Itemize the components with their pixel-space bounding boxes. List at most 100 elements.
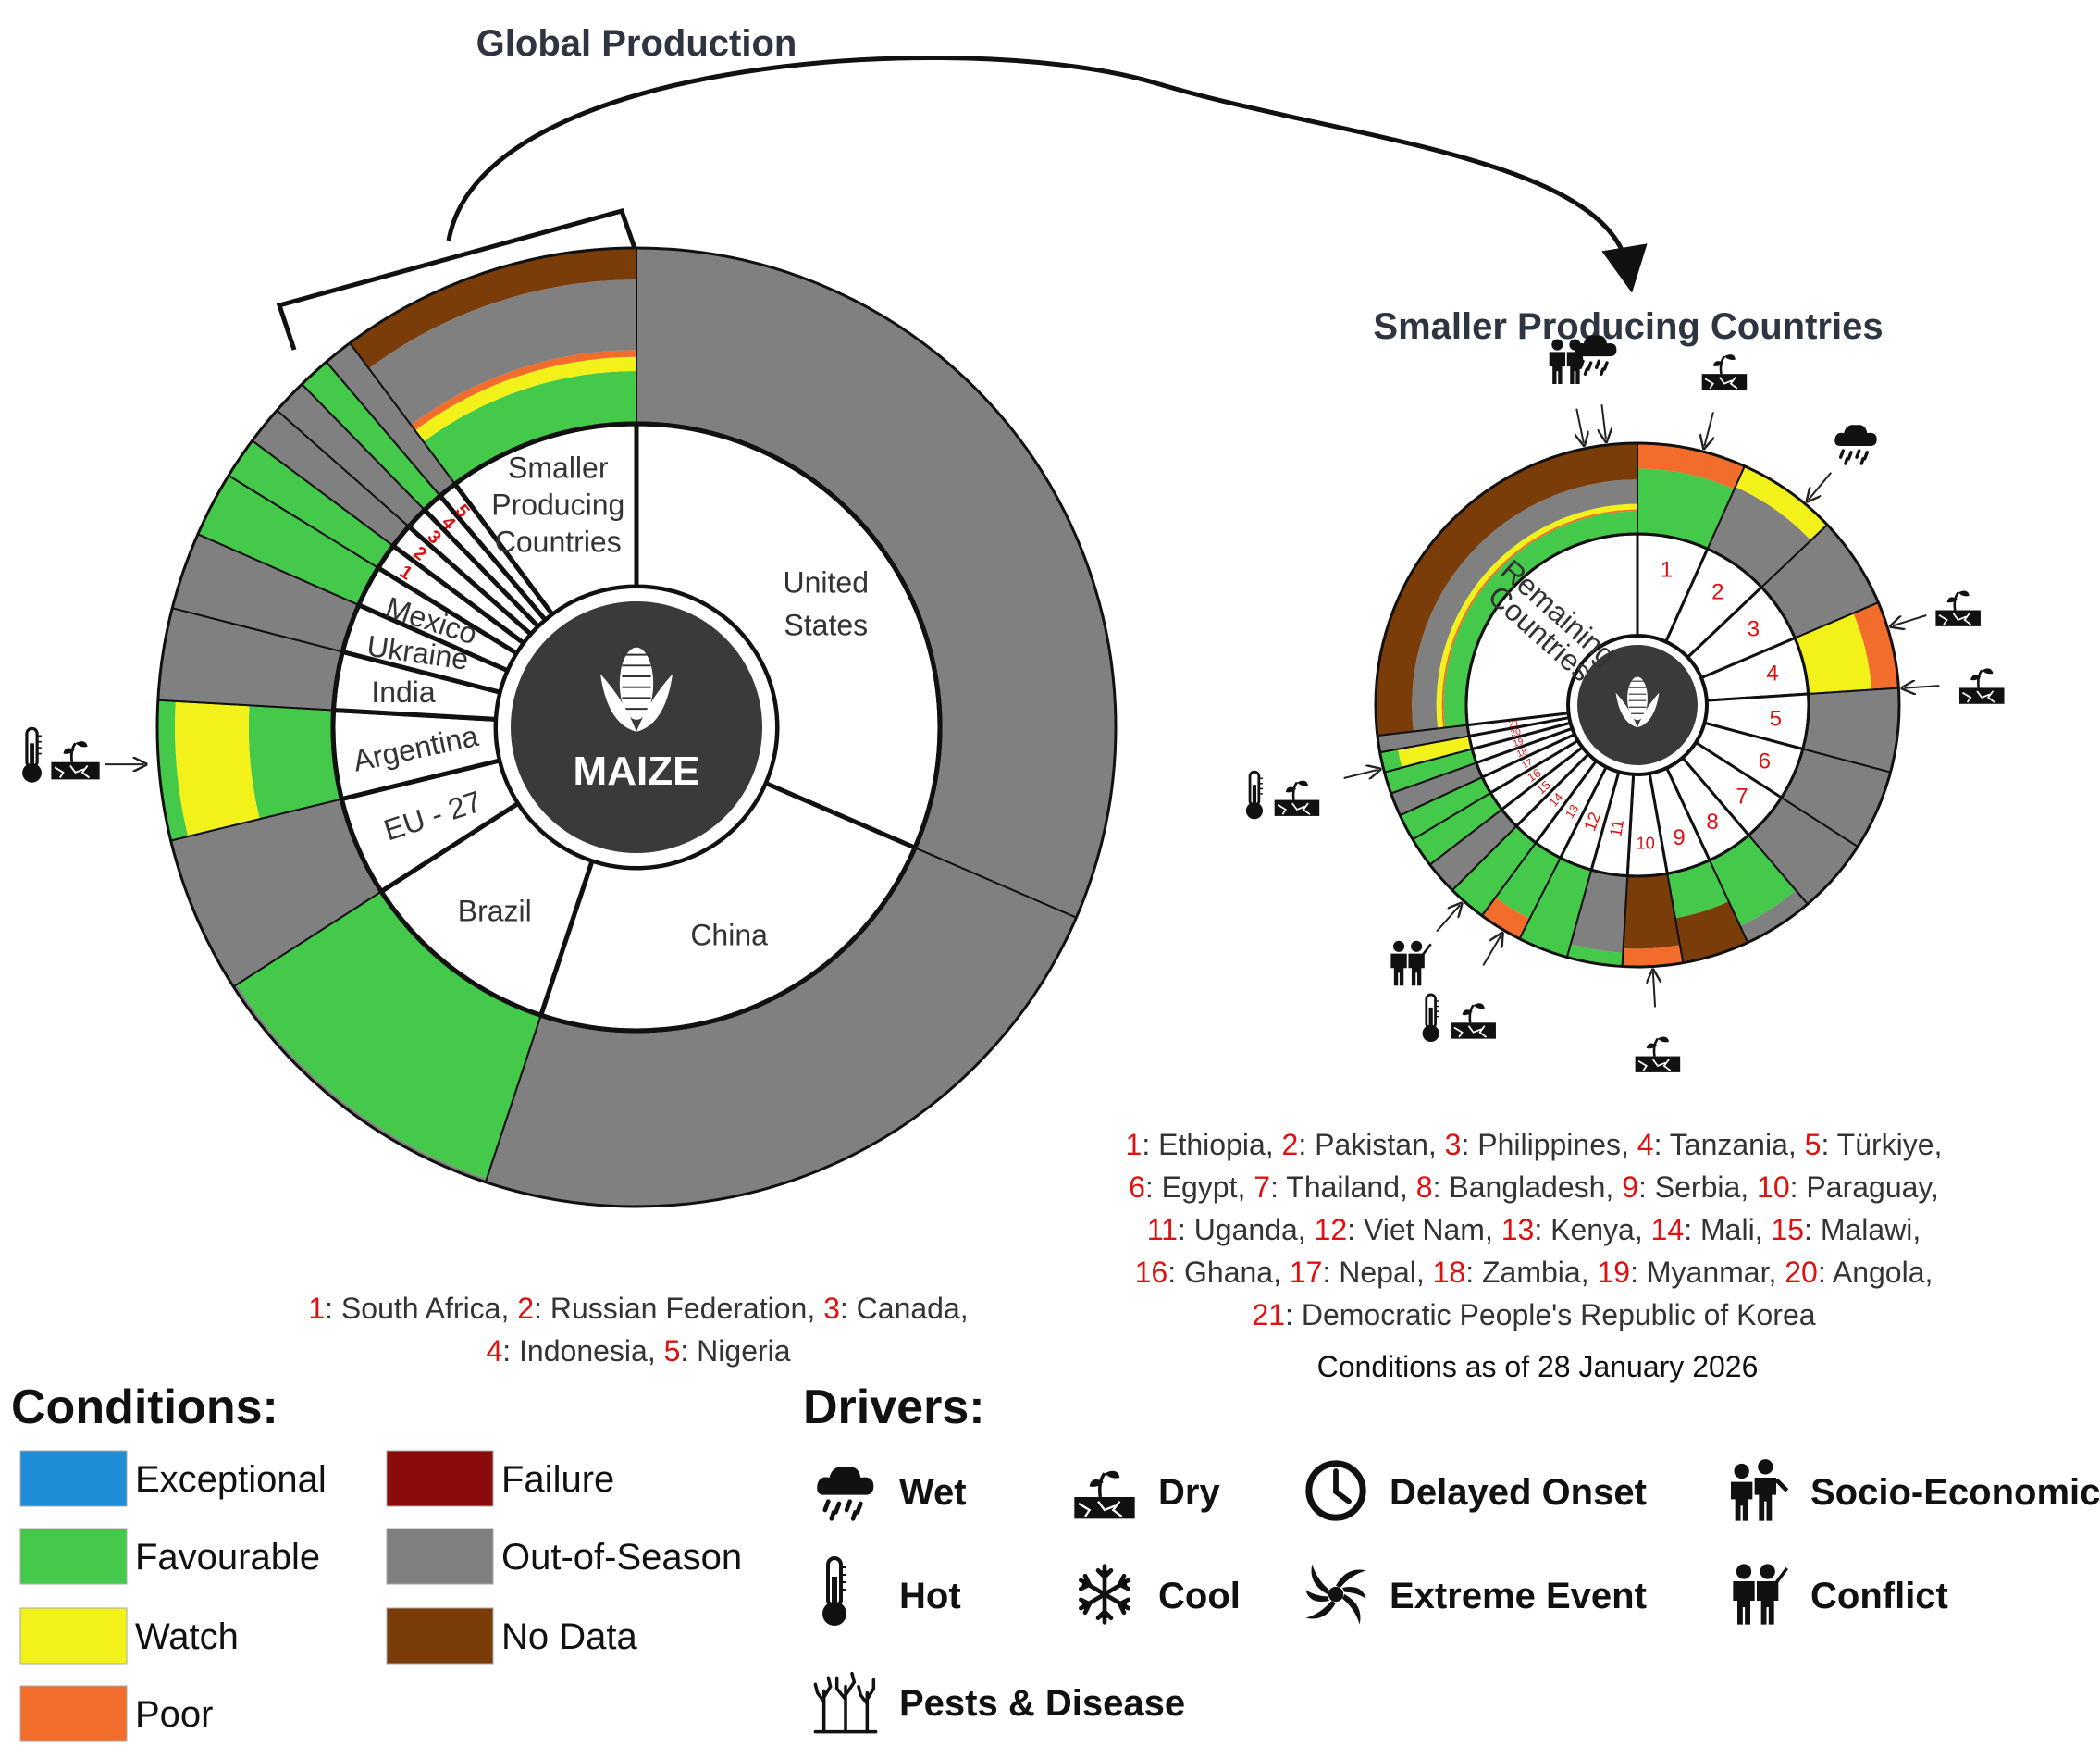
key-number-21: 21 [1252,1298,1285,1331]
condition-segment-favourable [1566,944,1624,967]
conditions-legend: Exceptional Favourable Watch Poor Failure Out… [19,1450,742,1742]
selection-bracket [276,207,639,351]
smaller-producing-countries-title: Smaller Producing Countries [1373,306,1883,347]
key-country-kenya: : Kenya, [1534,1213,1650,1246]
condition-segment-out-of-season [170,799,382,987]
legend-item-no-data: No Data [386,1607,637,1665]
slice-label-united-states: States [784,608,868,641]
key-number-15: 15 [1771,1213,1804,1246]
condition-segment-watch [1795,613,1872,695]
key-number-4: 4 [486,1334,502,1368]
legend-label-poor: Poor [135,1694,214,1735]
condition-segment-out-of-season [1429,809,1517,891]
legend-label-exceptional: Exceptional [135,1459,327,1500]
legend-item-failure: Failure [386,1450,614,1507]
key-number-5: 5 [1805,1128,1822,1161]
driver-marker-argentina [20,726,143,785]
key-line: 1: South Africa, 2: Russian Federation, … [308,1292,968,1325]
key-number-8: 8 [1416,1170,1433,1204]
marker-arrow [1601,404,1605,440]
legend-swatch-favourable [19,1528,128,1585]
key-number-19: 19 [1597,1256,1630,1289]
slice-label-china: China [690,919,768,952]
slice-label-smaller-producing-countries: Smaller [508,452,609,485]
hot-icon [20,726,43,785]
key-country-uganda: : Uganda, [1178,1213,1315,1246]
legend-swatch-no-data [386,1607,494,1665]
condition-segment-favourable [1667,860,1729,919]
zoom-arrow [446,55,1648,293]
slice-label-india: India [371,675,436,709]
condition-segment-favourable [236,891,541,1180]
key-country-ghana: : Ghana, [1167,1256,1290,1289]
driver-legend-wet: Wet [817,1467,967,1518]
slice-label-united-states: United [784,565,870,599]
driver-legend-socio-economic: Socio-Economic [1731,1459,2100,1521]
condition-segment-poor [1622,945,1684,967]
key-number-2: 2 [517,1292,534,1325]
key-country-serbia: : Serbia, [1638,1170,1757,1204]
middle-outline [330,421,943,1034]
key-number-18: 18 [1433,1256,1466,1289]
legend-item-exceptional: Exceptional [19,1450,327,1507]
slice-label-17: 17 [1521,757,1535,771]
key-number-17: 17 [1290,1256,1323,1289]
condition-segment-favourable [229,440,394,568]
conditions-date: Conditions as of 28 January 2026 [1317,1350,1759,1383]
maize-icon [1615,676,1660,728]
legend-label-favourable: Favourable [135,1537,320,1578]
legend-label-watch: Watch [135,1616,239,1657]
key-line: 16: Ghana, 17: Nepal, 18: Zambia, 19: My… [1135,1256,1933,1289]
slice-label-5: 5 [1770,707,1782,732]
marker-arrow [1576,408,1584,443]
condition-segment-favourable [197,475,378,605]
slice-label-8: 8 [1706,810,1718,835]
key-line: 4: Indonesia, 5: Nigeria [486,1334,790,1368]
key-country-zambia: : Zambia, [1465,1256,1597,1289]
legend-label-out-of-season: Out-of-Season [501,1537,742,1578]
slice-label-10: 10 [1637,835,1655,853]
condition-segment-out-of-season [252,410,409,546]
slice-label-21: 21 [1508,719,1520,731]
drivers-legend: Wet Dry Delayed Onset Socio-Economic Hot Cool… [815,1459,2100,1732]
smaller-producing-countries-chart: 123456789101112131415161718192021Remaini… [1244,333,2006,1074]
key-number-2: 2 [1282,1128,1299,1161]
driver-label-cool: Cool [1158,1576,1241,1616]
condition-segment-no-data [1674,901,1748,963]
key-country-ethiopia: : Ethiopia, [1142,1128,1281,1161]
condition-segment-favourable [1384,749,1476,794]
key-country-russian-federation: : Russian Federation, [534,1292,823,1325]
condition-segment-out-of-season [1377,724,1470,753]
condition-segment-favourable [302,362,440,511]
condition-segment-out-of-season [368,279,636,426]
dry-icon [1700,353,1748,391]
wet-icon [817,1467,873,1518]
slice-label-brazil: Brazil [458,895,532,928]
driver-marker-1 [1700,353,1748,446]
legend-swatch-failure [386,1450,494,1507]
condition-segment-out-of-season [1781,749,1891,848]
driver-marker-10 [1634,972,1682,1074]
key-number-4: 4 [1637,1128,1654,1161]
condition-segment-watch [414,356,636,442]
condition-segment-favourable [1637,468,1735,550]
slice-label-16: 16 [1525,766,1543,786]
key-line: 1: Ethiopia, 2: Pakistan, 3: Philippines… [1126,1128,1943,1161]
condition-segment-out-of-season [277,384,426,527]
condition-segment-favourable [1709,835,1797,926]
hot-icon [1421,993,1441,1044]
dry-icon [1634,1035,1682,1074]
driver-label-delayed-onset: Delayed Onset [1390,1472,1647,1513]
condition-segment-watch [1735,465,1828,541]
condition-segment-favourable [1413,792,1502,865]
delayed-onset-icon [1309,1464,1363,1517]
driver-legend-delayed-onset: Delayed Onset [1309,1464,1647,1517]
condition-segment-no-data [1623,873,1680,949]
key-country-myanmar: : Myanmar, [1630,1256,1785,1289]
dry-icon [49,739,102,781]
slice-label-11: 11 [1606,818,1627,838]
driver-label-extreme-event: Extreme Event [1390,1576,1647,1616]
key-number-16: 16 [1135,1256,1168,1289]
driver-legend-dry: Dry [1074,1471,1220,1519]
